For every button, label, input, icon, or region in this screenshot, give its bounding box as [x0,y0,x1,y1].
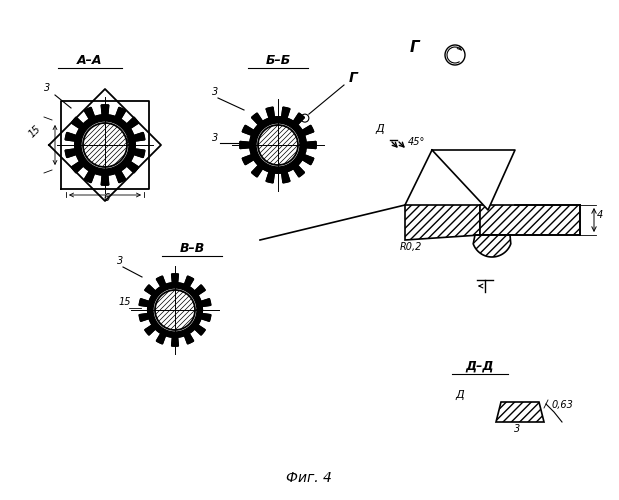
Polygon shape [66,149,76,158]
Polygon shape [145,325,155,335]
Polygon shape [266,108,274,118]
Text: 3: 3 [212,87,219,97]
Polygon shape [250,117,306,173]
Text: 15: 15 [27,123,43,139]
Polygon shape [155,290,195,330]
Polygon shape [84,108,95,119]
Text: Г: Г [410,40,420,55]
Polygon shape [266,172,274,182]
Polygon shape [171,274,178,283]
Polygon shape [72,117,84,128]
Polygon shape [293,165,305,177]
Text: 4: 4 [597,210,604,220]
Polygon shape [243,155,254,164]
Polygon shape [145,285,155,295]
Polygon shape [72,162,84,173]
Polygon shape [240,142,250,148]
Text: 45°: 45° [408,137,425,147]
Text: А–А: А–А [77,54,103,67]
Polygon shape [251,113,262,125]
Polygon shape [496,402,544,422]
Text: В–В: В–В [180,242,205,255]
Text: 3: 3 [514,424,520,434]
Text: R1: R1 [120,136,131,145]
Polygon shape [243,126,254,135]
Polygon shape [201,314,210,322]
Polygon shape [184,276,194,286]
Polygon shape [134,149,145,158]
Polygon shape [302,155,314,164]
Polygon shape [102,175,109,185]
Text: 3: 3 [44,83,50,93]
Polygon shape [139,314,149,322]
Polygon shape [66,105,145,185]
Polygon shape [184,334,194,344]
Polygon shape [473,235,511,257]
Text: 0,63: 0,63 [552,400,574,410]
Polygon shape [127,117,139,128]
Polygon shape [157,334,165,344]
Polygon shape [194,325,205,335]
Text: Б–Б: Б–Б [266,54,291,67]
Text: Д: Д [375,124,384,134]
Text: Д: Д [455,390,464,400]
Polygon shape [134,132,145,141]
Polygon shape [116,108,126,119]
Text: 3: 3 [212,133,219,143]
Text: 3: 3 [117,256,123,266]
Polygon shape [432,150,515,210]
Polygon shape [139,298,149,306]
Polygon shape [306,142,316,148]
Polygon shape [194,285,205,295]
Polygon shape [116,171,126,182]
Text: 15: 15 [119,297,131,307]
Polygon shape [127,162,139,173]
Text: 6: 6 [104,193,110,203]
Polygon shape [258,125,298,165]
Polygon shape [405,205,480,240]
Polygon shape [84,171,95,182]
Polygon shape [240,108,316,182]
Polygon shape [171,337,178,346]
Polygon shape [83,123,127,167]
Polygon shape [148,283,202,337]
Polygon shape [302,126,314,135]
Polygon shape [139,274,210,346]
Polygon shape [66,132,76,141]
Polygon shape [480,205,580,235]
Text: R0,2: R0,2 [400,242,422,252]
Polygon shape [201,298,210,306]
Polygon shape [282,108,290,118]
Polygon shape [282,172,290,182]
Text: Д–Д: Д–Д [465,360,494,373]
Text: Г: Г [349,71,358,85]
Polygon shape [157,276,165,286]
Polygon shape [75,115,135,175]
Polygon shape [293,113,305,125]
Polygon shape [102,105,109,115]
Text: Фиг. 4: Фиг. 4 [286,471,332,485]
Polygon shape [251,165,262,177]
